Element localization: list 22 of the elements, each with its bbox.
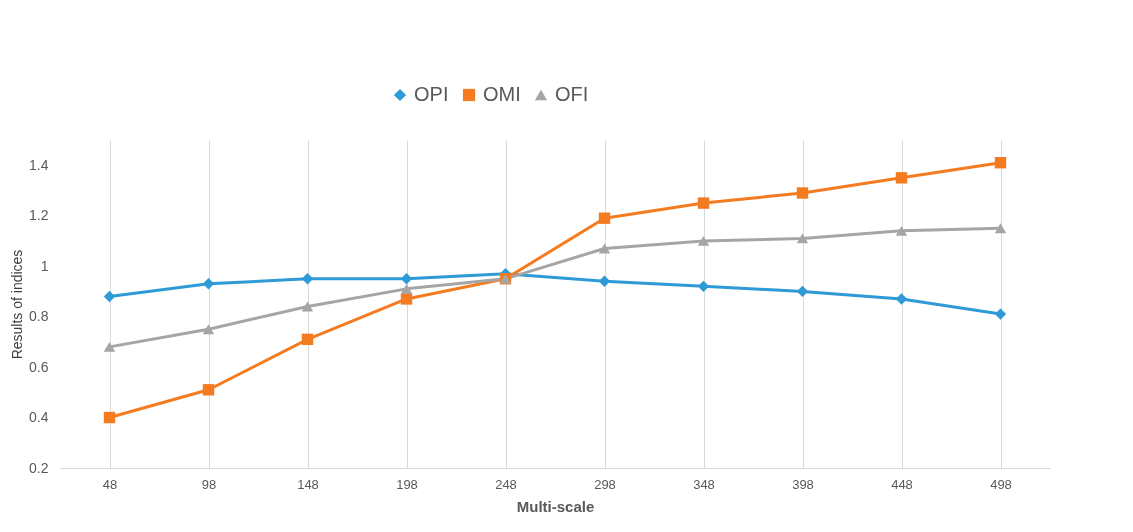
x-tick-label: 348 <box>693 476 715 492</box>
x-tick-label: 148 <box>297 476 319 492</box>
y-tick-label: 1.2 <box>29 207 49 224</box>
x-tick-label: 398 <box>792 476 814 492</box>
x-tick-label: 298 <box>594 476 616 492</box>
legend-label: OFI <box>555 83 589 105</box>
x-tick-label: 248 <box>495 476 517 492</box>
y-tick-label: 0.6 <box>29 358 49 375</box>
x-tick-label: 198 <box>396 476 418 492</box>
legend-label: OMI <box>483 83 521 105</box>
x-tick-label: 498 <box>990 476 1012 492</box>
y-tick-label: 0.4 <box>29 409 49 426</box>
x-tick-label: 448 <box>891 476 913 492</box>
x-tick-label: 98 <box>201 476 217 492</box>
legend-label: OPI <box>414 83 449 105</box>
y-axis-title: Results of indices <box>9 249 26 360</box>
y-tick-label: 1.4 <box>29 156 49 173</box>
y-tick-label: 1 <box>40 257 49 274</box>
x-axis-title: Multi-scale <box>516 497 595 515</box>
x-tick-label: 48 <box>102 476 118 492</box>
y-tick-label: 0.2 <box>29 459 49 476</box>
y-tick-label: 0.8 <box>29 308 49 325</box>
